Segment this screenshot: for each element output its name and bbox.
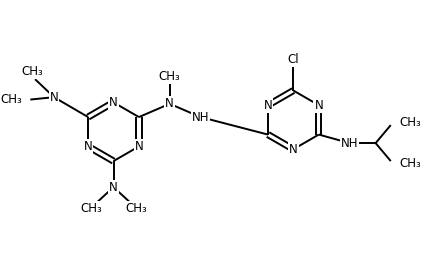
Text: CH₃: CH₃ — [159, 70, 181, 83]
Text: N: N — [289, 143, 298, 156]
Text: N: N — [165, 97, 174, 110]
Text: CH₃: CH₃ — [126, 202, 147, 215]
Text: NH: NH — [192, 110, 209, 123]
Text: N: N — [264, 99, 272, 112]
Text: N: N — [315, 99, 323, 112]
Text: N: N — [109, 96, 118, 109]
Text: N: N — [84, 140, 92, 153]
Text: CH₃: CH₃ — [399, 157, 421, 170]
Text: N: N — [109, 181, 118, 194]
Text: N: N — [50, 91, 59, 104]
Text: NH: NH — [341, 137, 358, 150]
Text: CH₃: CH₃ — [399, 116, 421, 129]
Text: N: N — [134, 140, 143, 153]
Text: CH₃: CH₃ — [80, 202, 102, 215]
Text: CH₃: CH₃ — [22, 65, 44, 78]
Text: Cl: Cl — [287, 53, 299, 66]
Text: CH₃: CH₃ — [0, 93, 22, 106]
